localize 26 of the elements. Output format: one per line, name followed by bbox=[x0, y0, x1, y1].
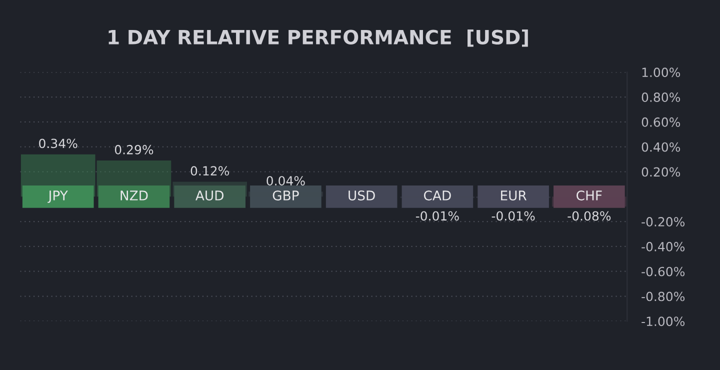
x-tick-label: GBP bbox=[272, 190, 299, 200]
y-tick-label: -0.20% bbox=[642, 217, 685, 226]
y-tick-label: 0.80% bbox=[642, 92, 680, 102]
y-tick-label: -0.40% bbox=[642, 242, 685, 252]
data-label: 0.04% bbox=[266, 176, 305, 186]
x-tick-label: CHF bbox=[576, 190, 602, 200]
y-tick-label: -0.60% bbox=[642, 266, 685, 276]
x-tick-label: NZD bbox=[120, 190, 148, 200]
x-tick-label: EUR bbox=[501, 190, 527, 200]
x-tick-label: AUD bbox=[196, 190, 224, 200]
data-label: 0.29% bbox=[114, 144, 154, 154]
chart-title: 1 DAY RELATIVE PERFORMANCE [USD] bbox=[108, 29, 528, 47]
data-label: -0.01% bbox=[416, 211, 459, 221]
data-label: -0.08% bbox=[568, 211, 611, 221]
data-label: 0.34% bbox=[39, 138, 78, 148]
x-tick-label: CAD bbox=[424, 190, 451, 200]
y-tick-label: 0.20% bbox=[642, 167, 680, 177]
y-tick-label: 0.60% bbox=[642, 117, 680, 127]
y-tick-label: -1.00% bbox=[642, 316, 685, 326]
y-tick-label: 0.40% bbox=[642, 142, 680, 152]
data-label: -0.01% bbox=[492, 211, 535, 221]
x-tick-label: JPY bbox=[48, 190, 68, 203]
y-tick-label: -0.80% bbox=[642, 292, 685, 302]
y-tick-label: 1.00% bbox=[642, 68, 680, 78]
x-tick-label: USD bbox=[348, 190, 375, 200]
data-label: 0.12% bbox=[190, 166, 229, 176]
